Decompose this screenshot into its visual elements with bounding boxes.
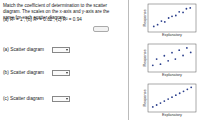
scatter-plot: Explanatory Response — [143, 4, 196, 37]
point — [156, 104, 158, 106]
point — [161, 20, 163, 22]
y-axis-title: Response — [143, 89, 147, 106]
plots: ExplanatoryResponseExplanatoryResponseEx… — [0, 0, 200, 120]
point — [157, 24, 159, 26]
plot-frame — [148, 4, 196, 32]
point — [190, 52, 192, 54]
point — [186, 88, 188, 90]
x-axis-title: Explanatory — [162, 113, 182, 117]
point — [156, 58, 158, 60]
point — [171, 52, 173, 54]
y-axis-title: Response — [143, 9, 147, 26]
point — [178, 49, 180, 51]
x-axis-title: Explanatory — [162, 73, 182, 77]
point — [190, 86, 192, 88]
y-axis-title: Response — [143, 49, 147, 66]
point — [186, 47, 188, 49]
scatter-plot: Explanatory Response — [143, 84, 196, 117]
points — [152, 47, 192, 66]
point — [178, 11, 180, 13]
points — [152, 86, 192, 107]
x-axis-title: Explanatory — [162, 33, 182, 37]
point — [164, 21, 166, 23]
point — [182, 55, 184, 57]
point — [171, 96, 173, 98]
point — [174, 58, 176, 60]
scatter-plot: Explanatory Response — [143, 44, 196, 77]
point — [153, 26, 155, 28]
dropdown[interactable] — [52, 96, 70, 102]
point — [179, 92, 181, 94]
point — [175, 15, 177, 17]
point — [189, 7, 191, 9]
point — [152, 64, 154, 66]
point — [167, 98, 169, 100]
expand-handle[interactable] — [93, 26, 109, 32]
point — [152, 106, 154, 108]
point — [168, 17, 170, 19]
dropdown[interactable] — [52, 47, 70, 53]
point — [171, 15, 173, 17]
point — [183, 90, 185, 92]
r2-values: (a) R² = 1 , (b) R² = 0.62 , (c) R² = 0.… — [3, 17, 123, 22]
point — [160, 102, 162, 104]
answer-label: (c) Scatter diagram — [3, 96, 44, 101]
point — [175, 94, 177, 96]
divider — [128, 0, 129, 120]
dropdown[interactable] — [52, 70, 70, 76]
point — [163, 100, 165, 102]
points — [153, 7, 191, 27]
point — [182, 12, 184, 14]
plot-frame — [148, 44, 196, 72]
answer-label: (b) Scatter diagram — [3, 70, 44, 75]
answer-label: (a) Scatter diagram — [3, 47, 44, 52]
point — [186, 8, 188, 10]
point — [163, 55, 165, 57]
point — [167, 60, 169, 62]
plot-frame — [148, 84, 196, 112]
point — [160, 63, 162, 65]
